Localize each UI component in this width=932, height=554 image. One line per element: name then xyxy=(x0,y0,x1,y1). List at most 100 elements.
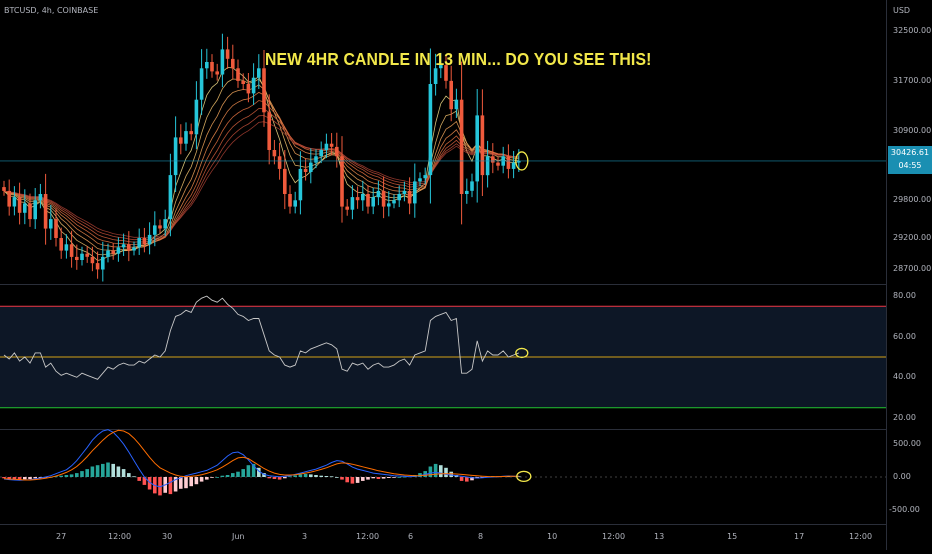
candle[interactable] xyxy=(366,185,370,214)
candle[interactable] xyxy=(319,141,323,164)
candle[interactable] xyxy=(147,222,152,255)
candle[interactable] xyxy=(111,243,115,260)
candle[interactable] xyxy=(345,199,349,216)
candle[interactable] xyxy=(116,237,121,262)
candle[interactable] xyxy=(267,94,271,165)
candle[interactable] xyxy=(428,48,433,204)
candle[interactable] xyxy=(90,246,95,272)
candle[interactable] xyxy=(220,33,225,88)
candle[interactable] xyxy=(33,188,37,229)
candle[interactable] xyxy=(272,139,277,165)
candle[interactable] xyxy=(225,36,230,69)
candle[interactable] xyxy=(288,185,292,214)
candle[interactable] xyxy=(28,193,32,227)
symbol-label[interactable]: BTCUSD, 4h, COINBASE xyxy=(4,6,99,15)
candle[interactable] xyxy=(309,148,313,184)
candle[interactable] xyxy=(153,211,157,247)
candle[interactable] xyxy=(59,227,63,259)
candle[interactable] xyxy=(215,63,219,81)
candle[interactable] xyxy=(49,205,53,240)
candle[interactable] xyxy=(506,144,511,179)
candle[interactable] xyxy=(397,185,401,208)
candle[interactable] xyxy=(127,231,131,262)
candle[interactable] xyxy=(142,227,147,253)
candle[interactable] xyxy=(210,54,214,78)
candle[interactable] xyxy=(303,158,308,181)
candle[interactable] xyxy=(407,177,412,215)
candle[interactable] xyxy=(69,230,74,268)
candle[interactable] xyxy=(38,183,43,209)
candle[interactable] xyxy=(501,146,505,174)
candle[interactable] xyxy=(163,209,167,237)
candle[interactable] xyxy=(137,228,141,255)
candle[interactable] xyxy=(496,156,500,171)
candle[interactable] xyxy=(189,123,193,141)
candle[interactable] xyxy=(80,246,84,266)
candle[interactable] xyxy=(470,173,474,198)
candle[interactable] xyxy=(106,243,110,263)
candle[interactable] xyxy=(423,167,427,185)
candle[interactable] xyxy=(449,65,453,122)
candle[interactable] xyxy=(298,151,303,215)
candle[interactable] xyxy=(475,89,479,203)
candle[interactable] xyxy=(376,180,381,206)
candle[interactable] xyxy=(241,73,245,91)
candle[interactable] xyxy=(64,234,69,259)
candle[interactable] xyxy=(179,124,183,155)
candle[interactable] xyxy=(465,178,469,204)
candle[interactable] xyxy=(168,153,173,237)
candle[interactable] xyxy=(371,187,375,215)
candle[interactable] xyxy=(329,133,334,156)
candle[interactable] xyxy=(132,241,136,256)
candle[interactable] xyxy=(335,132,339,168)
candle[interactable] xyxy=(246,73,251,103)
candle[interactable] xyxy=(324,133,329,159)
candle[interactable] xyxy=(205,48,209,79)
candle[interactable] xyxy=(444,55,448,89)
candle[interactable] xyxy=(350,185,355,220)
candle[interactable] xyxy=(283,150,287,210)
candle[interactable] xyxy=(23,189,27,225)
candle[interactable] xyxy=(293,191,297,214)
candle[interactable] xyxy=(439,52,443,79)
candle[interactable] xyxy=(418,172,422,187)
candle[interactable] xyxy=(101,241,105,282)
candle[interactable] xyxy=(184,122,188,151)
candle[interactable] xyxy=(17,182,22,225)
currency-label[interactable]: USD xyxy=(893,6,911,15)
candle[interactable] xyxy=(158,219,162,234)
candle[interactable] xyxy=(392,194,396,209)
candle[interactable] xyxy=(199,49,204,116)
candle[interactable] xyxy=(85,246,89,263)
candle[interactable] xyxy=(454,88,459,118)
candle[interactable] xyxy=(491,143,495,174)
candle[interactable] xyxy=(2,180,6,196)
candle[interactable] xyxy=(12,186,17,216)
candle[interactable] xyxy=(387,191,391,217)
candle[interactable] xyxy=(75,244,79,270)
candle[interactable] xyxy=(511,150,516,179)
candle[interactable] xyxy=(413,163,417,218)
candle[interactable] xyxy=(262,50,266,127)
candle[interactable] xyxy=(251,63,256,105)
candle[interactable] xyxy=(340,136,344,223)
candle[interactable] xyxy=(257,54,261,90)
candle[interactable] xyxy=(121,233,126,256)
candle[interactable] xyxy=(485,140,490,188)
candle[interactable] xyxy=(433,53,438,96)
chart-annotation[interactable]: NEW 4HR CANDLE IN 13 MIN... DO YOU SEE T… xyxy=(265,49,652,69)
candle[interactable] xyxy=(7,179,11,216)
candle[interactable] xyxy=(43,173,48,245)
candle[interactable] xyxy=(54,208,58,247)
candle[interactable] xyxy=(459,61,464,225)
candle[interactable] xyxy=(361,180,365,211)
candle[interactable] xyxy=(236,59,240,88)
candle[interactable] xyxy=(173,116,178,192)
candle[interactable] xyxy=(314,149,318,169)
candle[interactable] xyxy=(480,89,485,197)
candle[interactable] xyxy=(355,186,360,209)
candle[interactable] xyxy=(231,44,235,80)
candle[interactable] xyxy=(381,176,386,219)
